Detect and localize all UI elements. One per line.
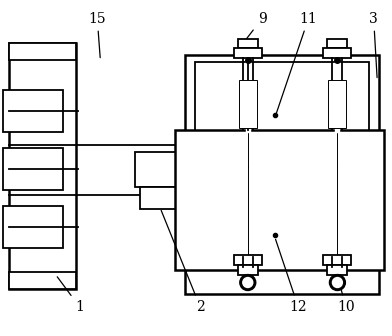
Bar [328,80,347,128]
Bar [327,39,347,48]
Bar [175,130,384,269]
Bar [9,271,76,290]
Circle shape [332,278,342,288]
Circle shape [243,278,253,288]
Bar [3,148,63,190]
Bar [323,48,351,58]
Text: 10: 10 [338,279,355,314]
Text: 3: 3 [369,12,378,78]
Bar [327,264,347,275]
Text: 15: 15 [89,12,106,58]
Bar [185,55,379,294]
Bar [238,264,258,275]
Text: 9: 9 [245,12,267,41]
Bar [9,43,76,290]
Circle shape [240,275,256,291]
Bar [3,90,63,132]
Bar [323,255,351,264]
Bar [140,187,180,209]
Bar [9,43,76,60]
Bar [3,206,63,248]
Text: 2: 2 [161,210,205,314]
Text: 11: 11 [276,12,317,116]
Bar [238,39,258,48]
Bar [185,167,379,266]
Text: 12: 12 [276,239,307,314]
Bar [195,62,369,167]
Bar [234,255,262,264]
Text: 1: 1 [57,277,84,314]
Bar [135,152,185,187]
Bar [239,80,257,128]
Bar [234,48,262,58]
Circle shape [329,275,345,291]
